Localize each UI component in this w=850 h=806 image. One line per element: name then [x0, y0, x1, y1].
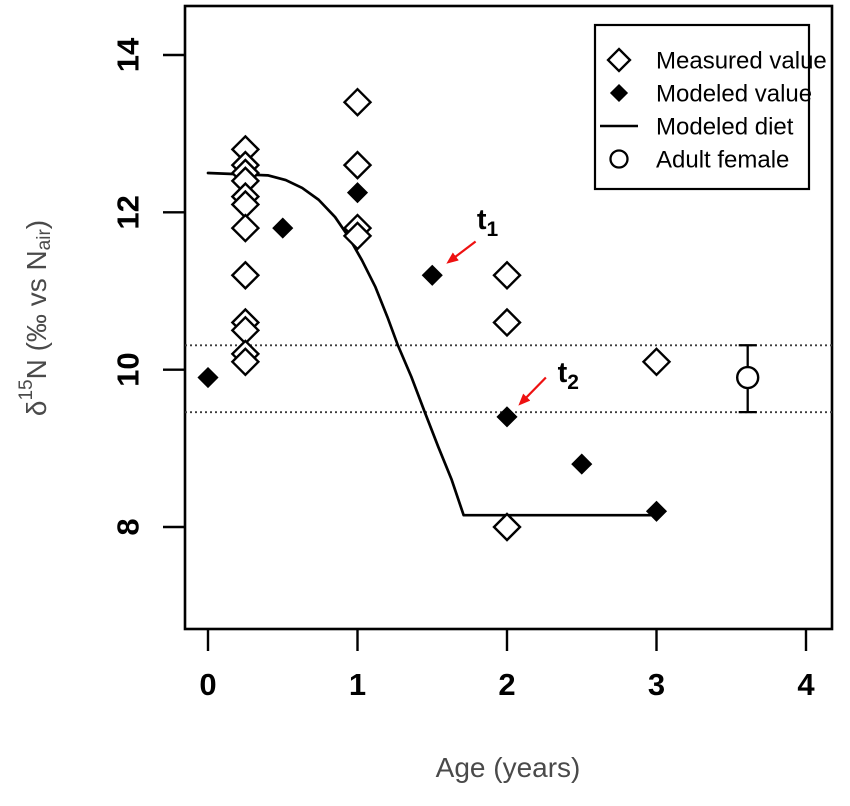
y-tick-label: 12	[111, 195, 146, 229]
y-tick-label: 8	[111, 518, 146, 535]
annotations-layer: t1 t2	[446, 204, 579, 406]
annotation-label: t1	[477, 204, 499, 241]
x-tick-label: 2	[498, 667, 515, 702]
y-tick-label: 14	[111, 37, 146, 72]
y-title-mid: N (‰ vs N	[21, 250, 52, 379]
measured-point	[492, 307, 522, 338]
modeled-point	[346, 182, 369, 204]
y-title-superscript: 15	[16, 379, 37, 400]
modeled-point	[645, 500, 668, 522]
modeled-point	[197, 366, 219, 389]
legend-item-diet: Modeled diet	[600, 114, 794, 141]
legend-item-female: Adult female	[609, 147, 789, 174]
modeled-point	[421, 264, 443, 286]
y-axis-title: δ15N (‰ vs Nair)	[16, 220, 55, 416]
measured-point	[342, 221, 373, 251]
measured-point	[230, 260, 261, 290]
adult-female-marker	[735, 365, 760, 390]
legend-item-label: Adult female	[656, 147, 789, 174]
measured-point	[492, 512, 522, 542]
x-tick-label: 1	[349, 667, 366, 702]
modeled-diet-line	[206, 171, 658, 517]
legend-item-modeled: Modeled value	[609, 81, 812, 108]
legend-item-label: Modeled value	[656, 81, 812, 108]
modeled-point	[272, 217, 294, 239]
measured-point	[342, 150, 373, 180]
y-tick-label: 10	[111, 352, 146, 386]
annotation-arrow	[446, 240, 477, 264]
circle-icon	[609, 149, 629, 169]
y-title-delta: δ	[21, 401, 52, 417]
filled-diamond-icon	[609, 83, 629, 103]
legend-item-label: Modeled diet	[656, 114, 794, 141]
x-tick-label: 4	[797, 667, 815, 702]
annotation-arrow	[518, 376, 547, 406]
open-diamond-icon	[606, 47, 632, 73]
annotation-label: t2	[558, 357, 579, 394]
y-title-subscript: air	[34, 229, 55, 251]
legend: Measured value Modeled value Modeled die…	[593, 23, 827, 191]
x-tick-label: 3	[648, 667, 665, 702]
x-axis-title: Age (years)	[436, 752, 581, 783]
y-title-suffix: )	[21, 220, 52, 229]
adult-female-layer	[735, 344, 760, 414]
legend-item-label: Measured value	[656, 48, 827, 75]
measured-point	[342, 87, 373, 117]
legend-item-measured: Measured value	[606, 47, 827, 75]
measured-point	[230, 347, 261, 377]
measured-point	[641, 347, 672, 377]
modeled-point	[571, 453, 593, 475]
measured-point	[492, 260, 522, 290]
modeled-point	[496, 406, 518, 428]
data-points-layer	[197, 87, 672, 542]
measured-point	[230, 213, 261, 243]
legend-box	[593, 23, 811, 191]
x-tick-label: 0	[199, 667, 216, 702]
modeled-diet-line-layer	[206, 171, 658, 517]
